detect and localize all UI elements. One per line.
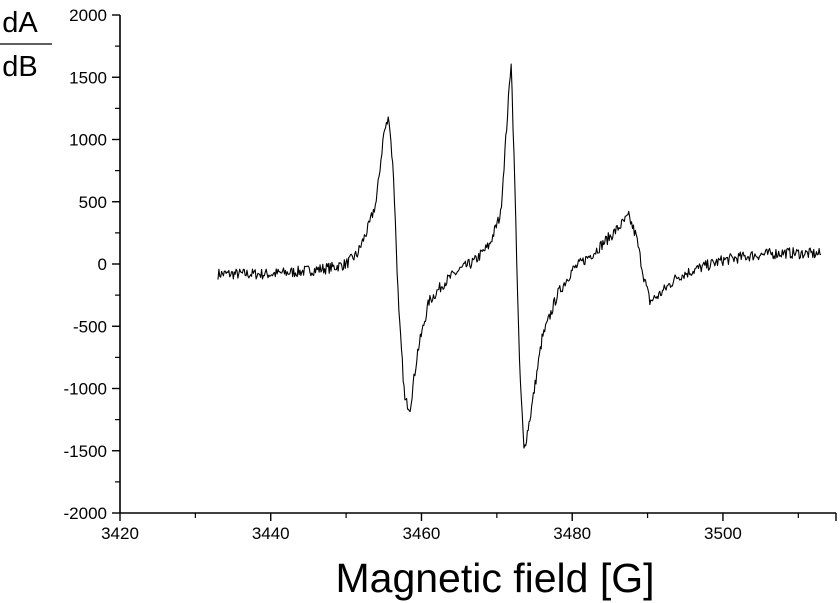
x-axis-title: Magnetic field [G] — [335, 555, 654, 601]
x-tick-label: 3460 — [403, 524, 441, 543]
y-tick-label: -1500 — [64, 442, 107, 461]
y-axis-title-denominator: dB — [2, 51, 37, 83]
y-tick-label: -1000 — [64, 380, 107, 399]
y-tick-label: 1500 — [69, 68, 107, 87]
x-tick-label: 3420 — [101, 524, 139, 543]
y-tick-label: 2000 — [69, 6, 107, 25]
series-line — [217, 63, 822, 449]
x-tick-label: 3500 — [704, 524, 742, 543]
y-axis-title: dA dB — [0, 7, 52, 83]
series-layer — [217, 63, 822, 449]
y-tick-label: -500 — [73, 317, 107, 336]
y-tick-label: 500 — [79, 193, 107, 212]
x-tick-label: 3480 — [553, 524, 591, 543]
x-tick-label: 3440 — [252, 524, 290, 543]
y-axis-title-numerator: dA — [2, 7, 38, 39]
y-tick-label: 1000 — [69, 131, 107, 150]
y-tick-label: -2000 — [64, 504, 107, 523]
y-tick-label: 0 — [98, 255, 107, 274]
x-axis-ticks: 3420 3440 3460 3480 3500 — [101, 513, 837, 543]
y-axis-ticks: -2000 -1500 -1000 -500 0 500 1000 1500 2000 — [64, 6, 120, 523]
